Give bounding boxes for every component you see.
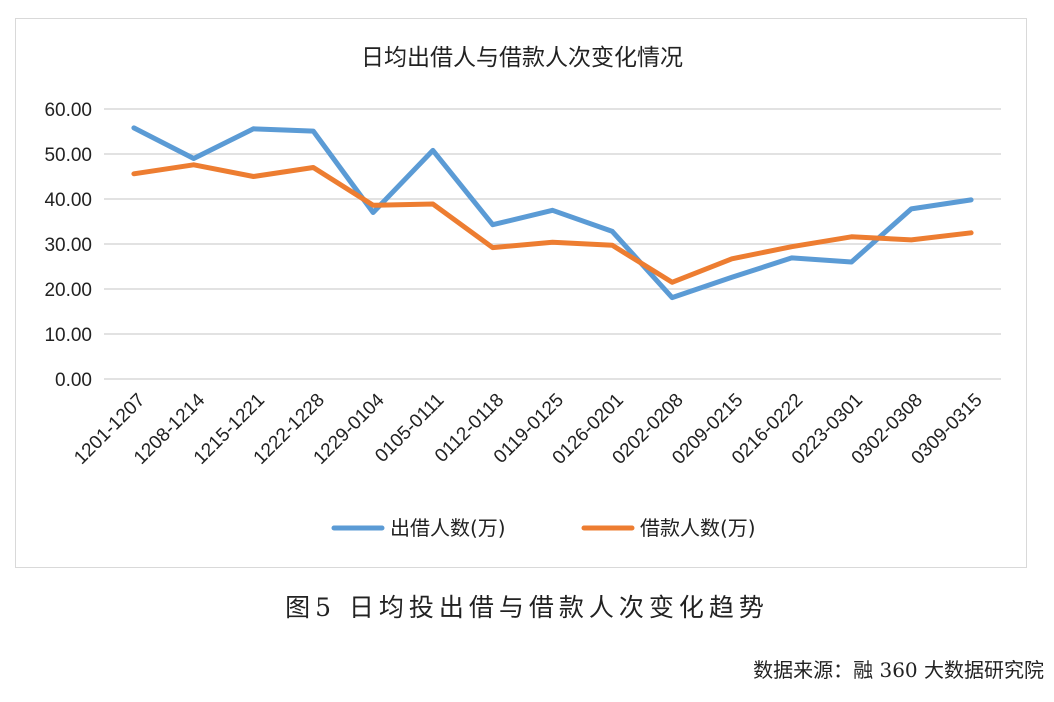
y-tick-label: 40.00 bbox=[44, 190, 92, 211]
y-tick-label: 10.00 bbox=[44, 325, 92, 346]
y-tick-label: 30.00 bbox=[44, 235, 92, 256]
series-line-1 bbox=[131, 125, 974, 301]
legend-label-2: 借款人数(万) bbox=[640, 516, 756, 540]
chart-title: 日均出借人与借款人次变化情况 bbox=[361, 45, 683, 71]
figure-caption: 图5 日均投出借与借款人次变化趋势 bbox=[285, 593, 769, 622]
data-source: 数据来源：融 360 大数据研究院 bbox=[753, 658, 1044, 682]
y-tick-label: 20.00 bbox=[44, 280, 92, 301]
line-chart: 日均出借人与借款人次变化情况 0.00 10.00 20.00 30.00 40.00 50… bbox=[44, 45, 1001, 540]
legend-label-1: 出借人数(万) bbox=[390, 516, 506, 540]
y-tick-label: 0.00 bbox=[55, 370, 92, 391]
series-line-2 bbox=[131, 162, 974, 285]
y-tick-label: 60.00 bbox=[44, 100, 92, 121]
chart-frame: 日均出借人与借款人次变化情况 0.00 10.00 20.00 30.00 40.00 50… bbox=[15, 18, 1027, 568]
y-tick-label: 50.00 bbox=[44, 145, 92, 166]
